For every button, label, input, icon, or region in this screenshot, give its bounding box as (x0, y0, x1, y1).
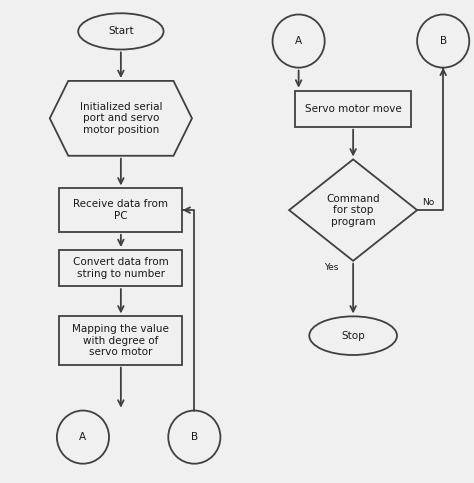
Text: A: A (79, 432, 87, 442)
Text: Yes: Yes (325, 263, 339, 272)
Text: Start: Start (108, 27, 134, 36)
Bar (295, 90, 411, 127)
Text: No: No (422, 199, 434, 207)
Bar (59, 316, 182, 365)
Text: B: B (191, 432, 198, 442)
Bar (59, 250, 182, 286)
Text: Receive data from
PC: Receive data from PC (73, 199, 168, 221)
Text: Servo motor move: Servo motor move (305, 104, 401, 114)
Bar (59, 188, 182, 232)
Text: B: B (439, 36, 447, 46)
Text: Stop: Stop (341, 331, 365, 341)
Text: Initialized serial
port and servo
motor position: Initialized serial port and servo motor … (80, 102, 162, 135)
Text: A: A (295, 36, 302, 46)
Text: Mapping the value
with degree of
servo motor: Mapping the value with degree of servo m… (73, 324, 169, 357)
Text: Convert data from
string to number: Convert data from string to number (73, 257, 169, 279)
Text: Command
for stop
program: Command for stop program (326, 194, 380, 227)
